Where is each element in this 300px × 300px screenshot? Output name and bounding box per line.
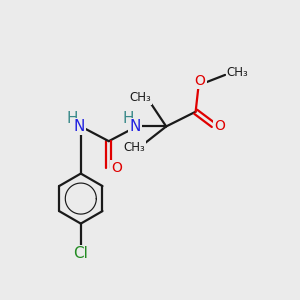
Text: CH₃: CH₃ (129, 92, 151, 104)
Text: O: O (214, 119, 225, 134)
Text: O: O (195, 74, 206, 88)
Text: N: N (74, 119, 85, 134)
Text: H: H (66, 111, 78, 126)
Text: H: H (122, 111, 134, 126)
Text: O: O (112, 161, 122, 175)
Text: CH₃: CH₃ (124, 141, 145, 154)
Text: CH₃: CH₃ (226, 66, 248, 79)
Text: Cl: Cl (74, 246, 88, 261)
Text: N: N (130, 119, 141, 134)
